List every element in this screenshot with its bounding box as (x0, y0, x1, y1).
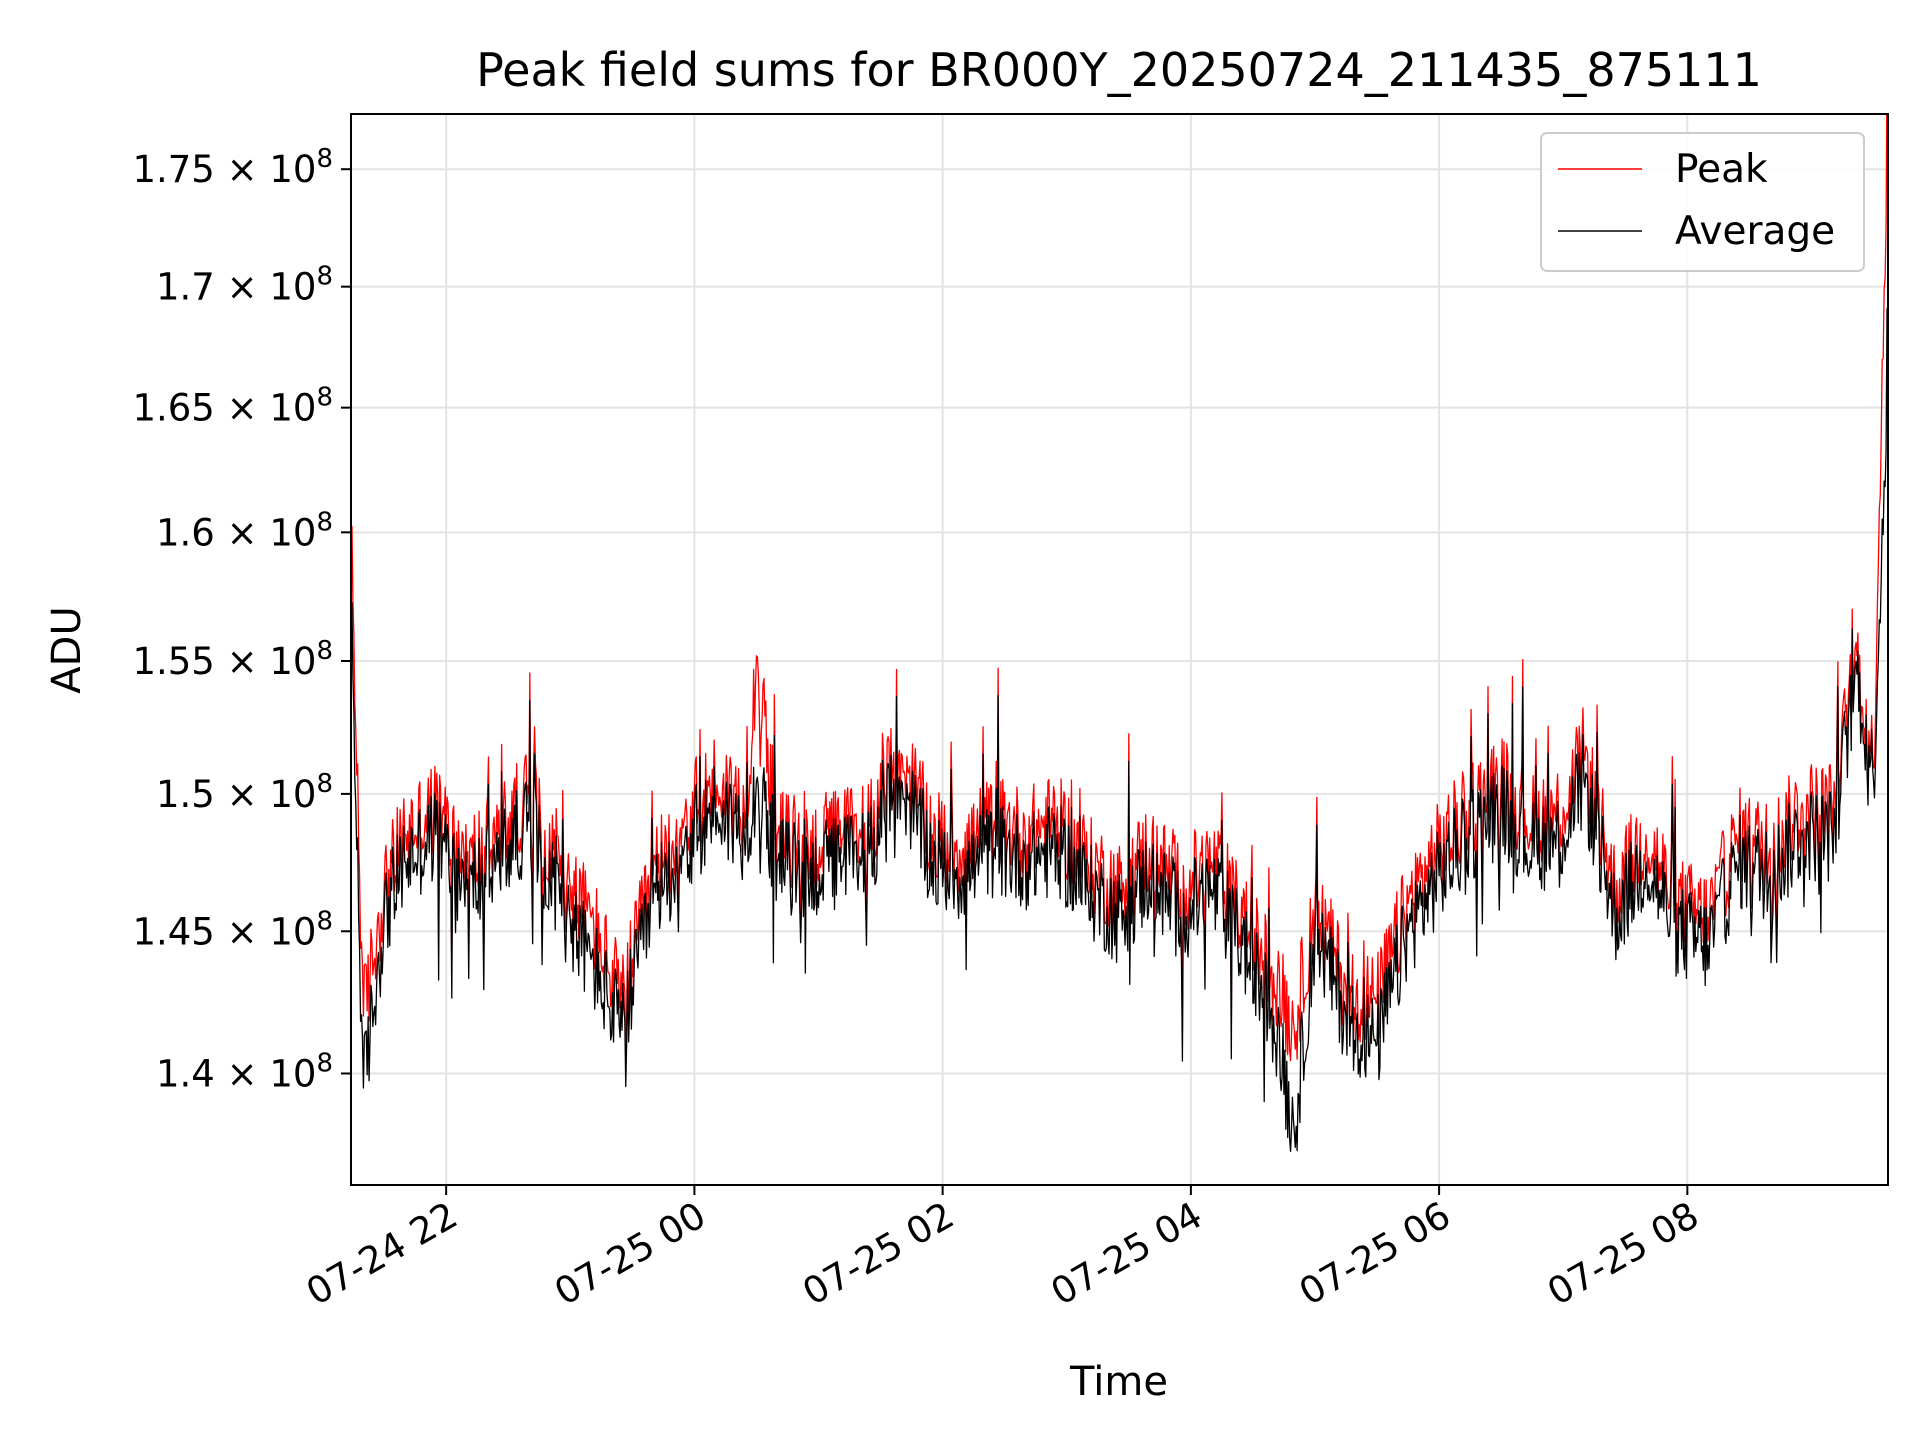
y-tick-label: 1.5 × 108 (156, 769, 333, 816)
legend-label-peak: Peak (1675, 147, 1768, 192)
plot-frame (350, 113, 1889, 1186)
y-axis: 1.4 × 108 1.45 × 108 1.5 × 108 1.55 × 108 1.… (132, 144, 351, 1095)
series-line-average (351, 308, 1888, 1153)
y-tick-label: 1.75 × 108 (132, 144, 333, 191)
legend-label-average: Average (1675, 209, 1835, 254)
y-tick-label: 1.6 × 108 (156, 507, 333, 554)
y-tick-label: 1.65 × 108 (132, 383, 333, 430)
y-tick-label: 1.45 × 108 (132, 906, 333, 953)
y-tick-label: 1.55 × 108 (132, 636, 333, 683)
legend: Peak Average (1540, 132, 1865, 272)
series-layer (351, 114, 1888, 1153)
y-tick-label: 1.7 × 108 (156, 262, 333, 309)
chart-title: Peak field sums for BR000Y_20250724_2114… (476, 43, 1762, 97)
grid (351, 114, 1888, 1185)
x-axis-title: Time (1069, 1359, 1168, 1405)
y-tick-label: 1.4 × 108 (156, 1048, 333, 1095)
y-axis-title: ADU (44, 606, 90, 693)
legend-frame (1540, 132, 1865, 272)
